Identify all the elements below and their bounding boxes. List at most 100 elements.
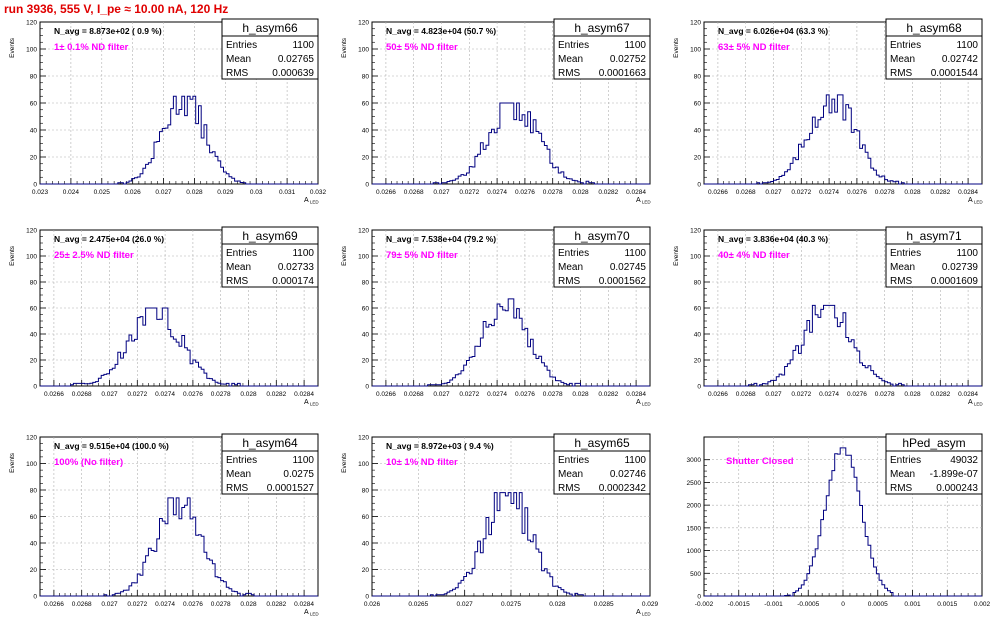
histogram-panel-h_asym70: 0.0266 0.0268 0.027 0.0272 0.0274 0.0276 0.027… [341,226,651,407]
y-tick-label: 100 [358,47,369,54]
x-tick-label: 0.0276 [183,601,203,608]
stats-value: 1100 [624,248,646,259]
histogram-line [40,307,318,387]
x-tick-label: 0.027 [101,391,118,398]
x-tick-label: 0.028 [904,391,921,398]
stats-label: Mean [558,262,583,273]
x-tick-label: 0.023 [32,189,49,196]
x-tick-label: 0.03 [250,189,263,196]
y-tick-label: 20 [362,358,370,365]
stats-label: Mean [558,54,583,65]
x-tick-label: 0.002 [974,601,991,608]
y-tick-label: 20 [30,155,38,162]
x-tick-label: 0.0276 [515,189,535,196]
histogram-line [704,447,982,597]
x-tick-label: 0.0268 [404,189,424,196]
histogram-title: h_asym69 [242,229,298,243]
y-tick-label: 1500 [687,525,702,532]
stats-label: RMS [558,68,581,79]
stats-value: 0.0001562 [599,276,647,287]
x-tick-label: 0.028 [240,391,257,398]
x-tick-label: 0.0285 [594,601,614,608]
filter-annotation: 50± 5% ND filter [386,42,458,53]
y-tick-label: 100 [690,254,701,261]
x-tick-label: 0.0282 [266,391,286,398]
stats-label: RMS [890,68,913,79]
x-axis-title: A LED [636,197,651,205]
x-tick-label: 0.027 [765,391,782,398]
stats-box [553,226,651,288]
stats-value: 0.02742 [942,54,979,65]
x-tick-label: 0.028 [572,391,589,398]
x-tick-label: 0.032 [310,189,327,196]
x-tick-label: 0.0272 [127,601,147,608]
y-tick-label: 60 [362,101,370,108]
x-tick-label: 0.0282 [598,189,618,196]
y-axis-title: Events [9,245,16,266]
y-tick-label: 60 [30,306,38,313]
x-tick-label: 0.028 [240,601,257,608]
x-axis-title: A LED [304,399,319,407]
y-tick-label: 20 [362,155,370,162]
x-tick-label: 0.0015 [937,601,957,608]
histogram-panel-h_asym67: 0.0266 0.0268 0.027 0.0272 0.0274 0.0276 0.027… [341,18,651,205]
stats-label: RMS [226,483,249,494]
y-tick-label: 40 [362,541,370,548]
y-axis-title: Events [341,37,348,58]
stats-value: 1100 [292,40,314,51]
y-tick-label: 20 [694,358,702,365]
y-tick-label: 80 [30,488,38,495]
y-tick-label: 120 [26,20,37,27]
x-tick-label: 0.0284 [958,391,978,398]
y-tick-label: 100 [358,461,369,468]
stats-value: 0.0002342 [599,483,647,494]
x-tick-label: 0 [841,601,845,608]
x-axis-title: A LED [636,609,651,617]
stats-label: RMS [890,483,913,494]
y-tick-label: 0 [697,384,701,391]
histogram-line [372,298,650,387]
stats-label: Entries [226,455,257,466]
navg-label: N_avg = 9.515e+04 (100.0 %) [54,441,169,451]
stats-value: 0.0001663 [599,68,647,79]
stats-label: RMS [558,276,581,287]
y-tick-label: 60 [362,306,370,313]
y-tick-label: 120 [358,435,369,442]
y-tick-label: 500 [690,571,701,578]
stats-label: Entries [890,40,921,51]
stats-label: RMS [890,276,913,287]
y-tick-label: 80 [362,74,370,81]
x-tick-label: 0.0266 [44,601,64,608]
navg-label: N_avg = 3.836e+04 (40.3 %) [718,234,828,244]
filter-annotation: 10± 1% ND filter [386,457,458,468]
x-tick-label: 0.026 [125,189,142,196]
x-tick-label: 0.0284 [294,391,314,398]
histogram-panel-h_asym66: 0.023 0.024 0.025 0.026 0.027 0.028 0.029 0.03 0… [9,18,327,205]
histogram-line [372,492,650,597]
x-tick-label: 0.0284 [626,391,646,398]
y-tick-label: 0 [365,594,369,601]
y-tick-label: 20 [362,567,370,574]
stats-label: Mean [226,262,251,273]
x-axis-title: A LED [968,197,983,205]
x-tick-label: 0.0282 [266,601,286,608]
y-tick-label: 0 [365,182,369,189]
stats-value: 1100 [624,40,646,51]
y-tick-label: 20 [694,155,702,162]
stats-value: 0.000174 [272,276,314,287]
x-tick-label: 0.025 [94,189,111,196]
histogram-title: hPed_asym [902,436,965,450]
histogram-panel-hPed_asym: -0.002 -0.0015 -0.001 -0.0005 0 0.0005 0.001 0.… [687,433,991,608]
stats-label: Mean [890,469,915,480]
histogram-panel-h_asym71: 0.0266 0.0268 0.027 0.0272 0.0274 0.0276 0.027… [673,226,983,407]
y-tick-label: 100 [26,254,37,261]
x-tick-label: 0.0268 [72,601,92,608]
stats-label: Mean [890,54,915,65]
stats-box [885,433,983,495]
stats-value: 0.02752 [610,54,647,65]
x-tick-label: 0.0282 [930,189,950,196]
x-tick-label: 0.0274 [487,391,507,398]
x-tick-label: 0.031 [279,189,296,196]
y-tick-label: 60 [694,306,702,313]
y-tick-label: 100 [26,461,37,468]
